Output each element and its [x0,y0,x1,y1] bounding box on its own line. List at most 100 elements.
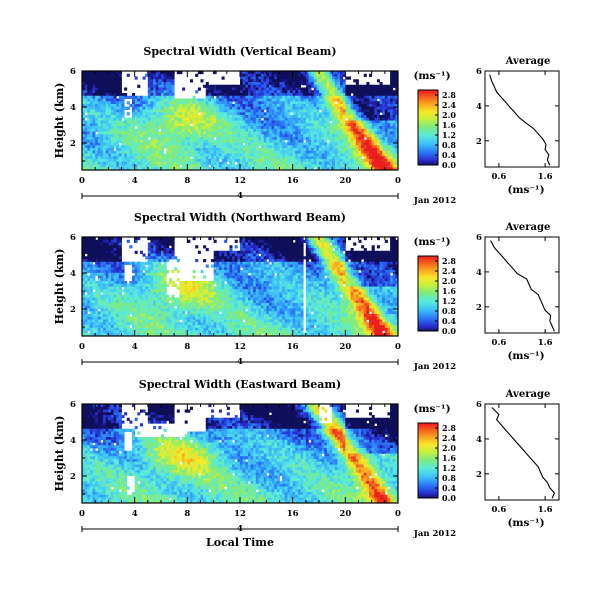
colorbar-segment [418,475,438,478]
colorbar-segment [418,314,438,317]
colorbar-segment [418,453,438,456]
colorbar-segment [418,329,438,332]
x-tick-label: 20 [339,176,351,186]
colorbar-segment [418,140,438,143]
y-tick-label: 4 [70,103,76,113]
colorbar-segment [418,163,438,166]
colorbar-tick-label: 2.4 [442,433,456,443]
colorbar-segment [418,438,438,441]
colorbar-segment [418,302,438,306]
y-tick-label: 4 [70,269,76,279]
colorbar-tick-label: 0.8 [442,306,456,316]
heatmap-cells [82,404,399,504]
colorbar-segment [418,99,438,102]
colorbar-segment [418,125,438,128]
colorbar-segment [418,426,438,430]
average-y-tick-label: 4 [476,102,482,112]
panel-title: Spectral Width (Vertical Beam) [143,45,336,58]
heatmap-cells [82,237,399,337]
colorbar-tick-label: 2.8 [442,423,456,433]
average-x-tick-label: 0.6 [491,172,506,182]
colorbar-segment [418,423,438,426]
colorbar-segment [418,443,438,446]
colorbar-tick-label: 0.4 [442,316,456,326]
average-x-axis-label: (ms⁻¹) [507,517,544,529]
average-y-tick-label: 2 [476,137,482,147]
colorbar-segment [418,447,438,450]
average-x-tick-label: 1.6 [538,172,553,182]
colorbar-segment [418,142,438,145]
colorbar-segment [418,306,438,309]
colorbar-segment [418,91,438,95]
colorbar-segment [418,131,438,134]
colorbar-segment [418,289,438,293]
colorbar-segment [418,114,438,117]
average-y-tick-label: 2 [476,303,482,313]
colorbar-segment [418,488,438,491]
colorbar-tick-label: 2.0 [442,276,456,286]
colorbar-tick-label: 0.4 [442,150,456,160]
colorbar-segment [418,304,438,308]
y-tick-label: 2 [70,305,76,315]
colorbar-segment [418,432,438,435]
y-axis-label: Height (km) [53,83,66,159]
colorbar-segment [418,150,438,153]
colorbar-segment [418,471,438,475]
date-axis-label: 4 [237,191,243,201]
y-axis-label: Height (km) [53,416,66,492]
colorbar-segment [418,93,438,97]
colorbar-segment [418,287,438,291]
colorbar-segment [418,133,438,136]
colorbar-segment [418,484,438,488]
average-x-tick-label: 1.6 [538,505,553,515]
colorbar-segment [418,144,438,147]
colorbar-segment [418,460,438,463]
colorbar-segment [418,151,438,155]
colorbar-unit: (ms⁻¹) [413,403,450,415]
average-frame [484,236,560,334]
colorbar-tick-label: 1.2 [442,296,456,306]
x-tick-label: 0 [395,509,401,519]
colorbar-segment [418,274,438,278]
x-tick-label: 4 [132,176,138,186]
colorbar-segment [418,323,438,326]
colorbar-segment [418,120,438,123]
average-y-tick-label: 4 [476,268,482,278]
colorbar-segment [418,276,438,279]
x-tick-label: 12 [234,342,246,352]
panel-2: Spectral Width (Northward Beam) Height (k… [53,211,560,372]
colorbar-tick-label: 2.0 [442,443,456,453]
colorbar-segment [418,454,438,458]
y-tick-label: 6 [70,400,76,410]
x-tick-label: 20 [339,509,351,519]
colorbar-segment [418,159,438,162]
x-tick-label: 0 [79,509,85,519]
average-y-tick-label: 6 [476,233,482,243]
colorbar-tick-label: 2.4 [442,100,456,110]
colorbar-segment [418,321,438,324]
colorbar-tick-label: 1.2 [442,463,456,473]
colorbar-segment [418,127,438,130]
colorbar-segment [418,118,438,121]
colorbar-tick-label: 0.0 [442,493,456,503]
x-tick-label: 16 [287,176,299,186]
colorbar-segment [418,153,438,157]
average-y-tick-label: 6 [476,400,482,410]
x-tick-label: 20 [339,342,351,352]
panel-title: Spectral Width (Northward Beam) [134,211,346,224]
colorbar-segment [418,257,438,261]
colorbar-segment [418,436,438,439]
colorbar-segment [418,291,438,294]
colorbar-segment [418,259,438,263]
colorbar-frame [417,89,439,166]
colorbar-segment [418,261,438,264]
x-tick-label: 0 [395,176,401,186]
colorbar-tick-label: 2.8 [442,90,456,100]
x-tick-label: 8 [184,509,190,519]
y-tick-label: 6 [70,67,76,77]
y-tick-label: 4 [70,436,76,446]
colorbar-segment [418,269,438,272]
colorbar-segment [418,95,438,98]
colorbar-segment [418,256,438,259]
x-tick-label: 8 [184,176,190,186]
